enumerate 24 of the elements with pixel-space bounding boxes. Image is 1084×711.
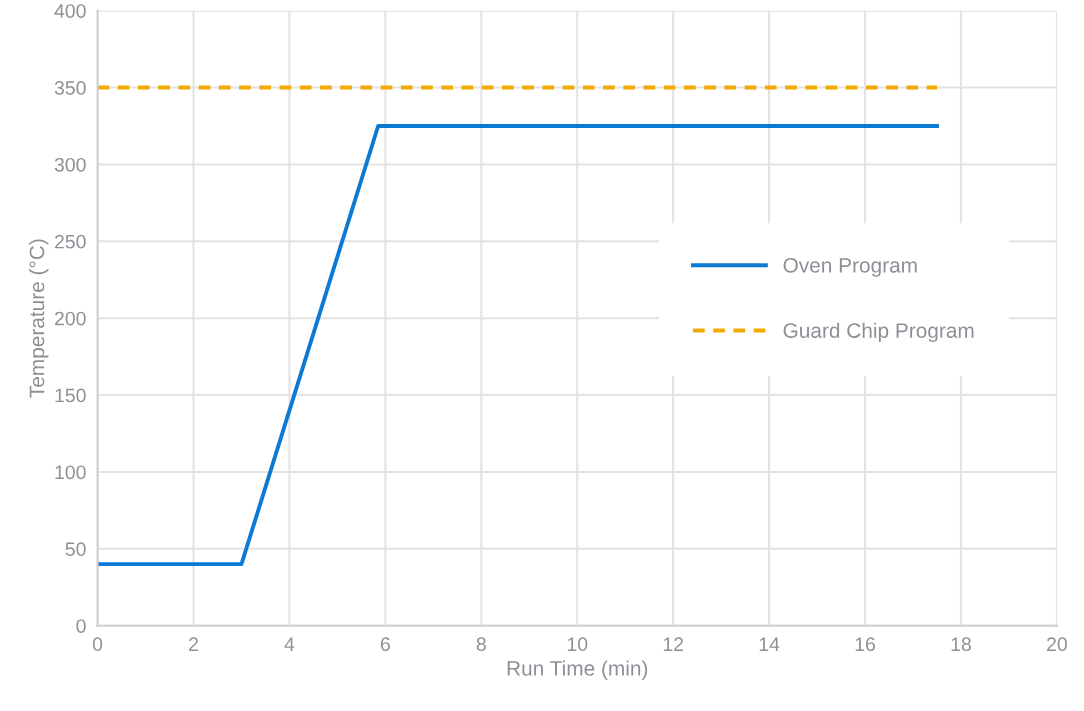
y-tick-label: 350: [54, 81, 86, 95]
x-tick-label: 8: [476, 637, 486, 652]
y-tick-label: 400: [54, 4, 86, 18]
x-tick-label: 4: [284, 637, 295, 651]
x-tick-label: 12: [663, 637, 683, 651]
x-tick-label: 0: [92, 637, 103, 652]
x-tick-label: 2: [189, 637, 198, 651]
x-tick-label: 20: [1047, 637, 1067, 652]
y-tick-label: 200: [54, 311, 86, 326]
y-tick-label: 150: [55, 388, 86, 403]
legend-label: Oven Program: [783, 257, 917, 277]
y-axis-title: Temperature (°C): [29, 239, 49, 398]
x-axis-title: Run Time (min): [507, 660, 648, 680]
y-tick-label: 0: [76, 619, 86, 633]
x-tick-label: 16: [855, 637, 875, 652]
x-tick-label: 6: [380, 637, 390, 652]
y-tick-label: 250: [54, 234, 86, 249]
x-tick-label: 18: [951, 637, 971, 652]
y-tick-label: 300: [54, 157, 86, 172]
legend-label: Guard Chip Program: [783, 322, 974, 343]
y-tick-label: 100: [55, 465, 86, 480]
y-tick-label: 50: [65, 542, 86, 557]
x-tick-label: 10: [567, 637, 588, 652]
x-tick-label: 14: [759, 637, 780, 651]
